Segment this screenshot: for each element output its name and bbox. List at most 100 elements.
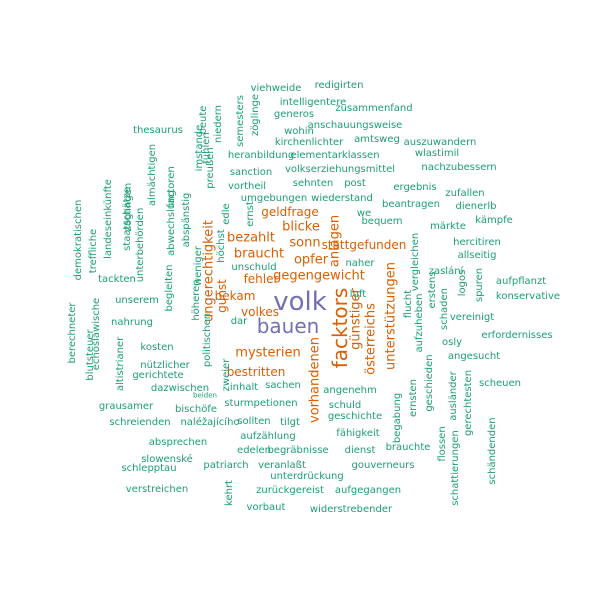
word: mysterien xyxy=(235,345,301,361)
word: unterbehörden xyxy=(135,207,146,283)
word: angenehm xyxy=(323,385,377,396)
word: blutsteuer xyxy=(85,329,96,381)
word: preußen xyxy=(205,147,216,189)
word: erfordernisses xyxy=(481,330,553,341)
word: ernsten xyxy=(408,378,419,418)
word: staatschätze xyxy=(122,187,133,251)
word: naher xyxy=(345,258,375,269)
word: höchst xyxy=(216,229,227,263)
word: nützlicher xyxy=(140,360,190,371)
word: stattgefunden xyxy=(321,238,407,252)
word: semesters xyxy=(235,95,246,147)
word: aufpflanzt xyxy=(495,276,547,287)
word: zaslání xyxy=(428,266,464,277)
word: brauchte xyxy=(385,442,431,453)
word: flucht xyxy=(403,289,414,319)
word: politischen xyxy=(202,312,213,368)
word: redigirten xyxy=(314,80,364,91)
word: aufzählung xyxy=(240,431,296,442)
word: sehnten xyxy=(292,178,334,189)
word: abwechslung xyxy=(166,190,177,256)
word: intelligentere xyxy=(279,97,347,108)
word: dienst xyxy=(344,445,376,456)
word: ernst xyxy=(245,201,256,227)
word: abspänstig xyxy=(181,192,192,248)
word: wiederstand xyxy=(311,193,373,204)
word: wlastimil xyxy=(414,148,460,159)
word: tilgt xyxy=(280,417,300,428)
word: unschuld xyxy=(231,262,277,273)
word: schändenden xyxy=(487,417,498,485)
word: kirchenlichter xyxy=(274,137,344,148)
word: gegengewicht xyxy=(273,268,365,284)
word: nahrung xyxy=(111,317,153,328)
word: geldfrage xyxy=(261,205,319,219)
word: begleiten xyxy=(164,264,175,312)
word: kämpfe xyxy=(475,215,513,226)
word: aufgegangen xyxy=(334,485,402,496)
word: kehrt xyxy=(224,480,235,506)
word: gerechtesten xyxy=(463,369,474,437)
word: schaden xyxy=(439,287,450,331)
word: unserem xyxy=(115,295,159,306)
word: amtsweg xyxy=(354,134,400,145)
word: verstreichen xyxy=(125,484,189,495)
word: naléžajícího xyxy=(180,417,240,428)
word: fehler xyxy=(243,272,279,286)
word: absprechen xyxy=(148,437,208,448)
word: opfer xyxy=(293,252,329,268)
word: we xyxy=(356,208,372,219)
word: nachzubessern xyxy=(421,162,497,173)
word: unterstützungen xyxy=(383,262,399,370)
word: sanction xyxy=(229,167,273,178)
word: bestritten xyxy=(226,365,286,379)
word: flossen xyxy=(437,426,448,462)
word: wohin xyxy=(284,126,314,137)
word: aufzuheben xyxy=(414,293,425,353)
word: volk xyxy=(273,287,327,317)
word: generos xyxy=(273,109,315,120)
word: höheren xyxy=(191,279,202,321)
word: thesaurus xyxy=(133,125,183,136)
word: gerichtete xyxy=(132,370,184,381)
word: patriarch xyxy=(203,460,249,471)
word: sachen xyxy=(265,380,301,391)
word: edle xyxy=(221,203,232,225)
word: vorbaut xyxy=(246,502,286,513)
word: braucht xyxy=(233,246,285,262)
word: almächtigen xyxy=(147,143,158,207)
word: edelen xyxy=(237,445,271,456)
word: geschichte xyxy=(327,411,383,422)
word: spuren xyxy=(474,267,485,303)
word: bischöfe xyxy=(175,404,217,415)
word: allseitig xyxy=(457,250,497,261)
word: volkserziehungsmittel xyxy=(284,164,396,175)
word: bekam xyxy=(214,289,256,303)
word: bezahlt xyxy=(227,230,275,246)
word: vortheil xyxy=(227,181,267,192)
word: berechneter xyxy=(67,302,78,364)
word: geschieden xyxy=(424,354,435,412)
word: auszuwandern xyxy=(403,137,477,148)
word: vorhandenen xyxy=(307,337,323,423)
word: post xyxy=(344,178,366,189)
word: schuld xyxy=(328,400,362,411)
word: anschauungsweise xyxy=(307,120,403,131)
word: zurückgereist xyxy=(256,485,324,496)
word: zöglinge xyxy=(250,93,261,137)
word: facktors xyxy=(328,287,352,369)
word: demokratischen xyxy=(73,199,84,281)
word: beiden xyxy=(193,391,217,400)
word: konservative xyxy=(495,291,561,302)
word: zufallen xyxy=(445,188,485,199)
word: treffliche xyxy=(88,228,99,274)
word: österreichs xyxy=(363,303,379,375)
word: fähigkeit xyxy=(336,428,380,439)
word: begabung xyxy=(392,392,403,444)
word: ungerechtigkeit xyxy=(201,220,217,322)
word: erstens xyxy=(427,271,438,309)
word: logos xyxy=(457,269,468,297)
word: blicke xyxy=(282,219,320,235)
word: altistrianer xyxy=(115,336,126,392)
